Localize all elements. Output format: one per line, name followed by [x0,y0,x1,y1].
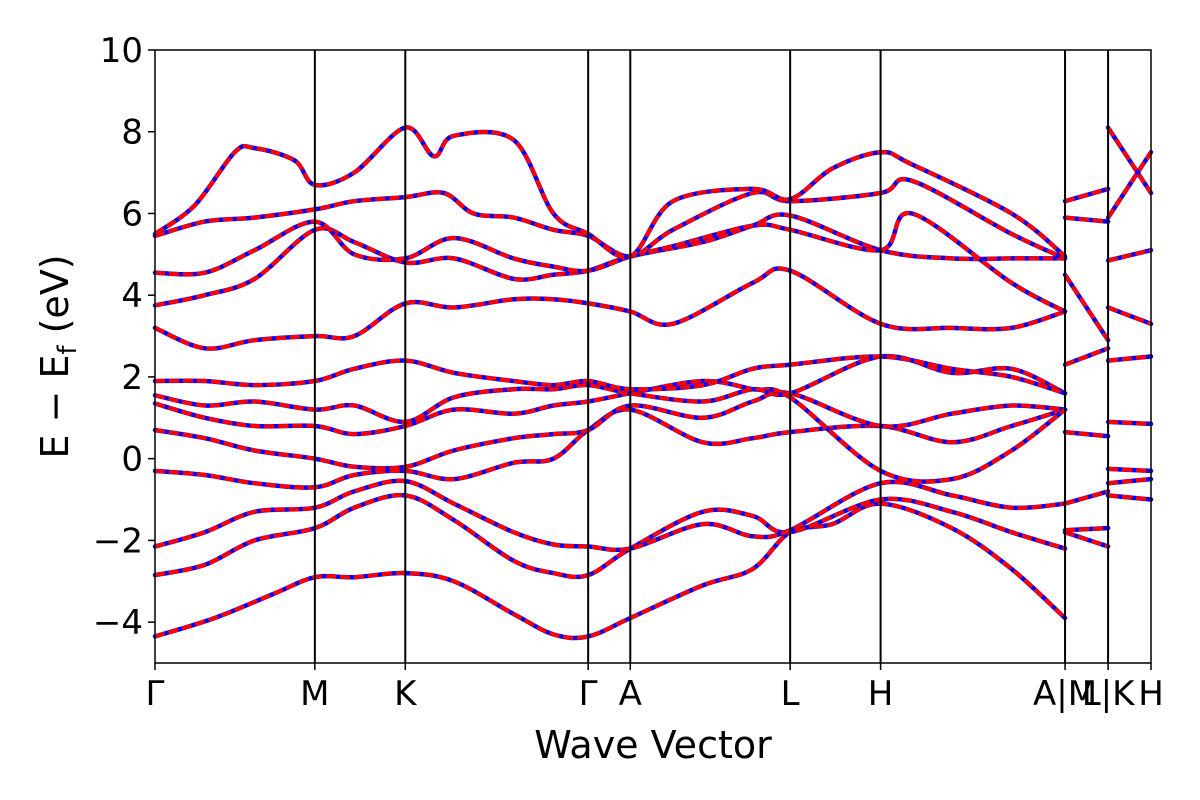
band-16 [1105,125,1154,196]
bands-layer [152,125,1154,641]
band-11-overlay [154,177,1066,261]
x-tick-label-1: M [300,674,329,714]
band-14-overlay [1064,215,1109,224]
band-8 [152,266,1068,351]
band-28-overlay [1064,530,1109,549]
y-axis-title-unit: (eV) [33,254,77,345]
y-tick-label-5: 6 [121,194,143,234]
band-10-overlay [154,211,1066,314]
x-tick-label-0: Γ [146,674,165,714]
band-22-overlay [1108,466,1152,473]
band-20-overlay [1107,354,1152,363]
band-24 [1105,493,1154,502]
band-23 [1105,476,1154,486]
band-13 [1062,186,1111,204]
y-axis-title-subscript: f [53,345,83,355]
band-0-overlay [154,501,1067,640]
band-21 [1105,419,1154,427]
band-4 [152,390,1068,471]
band-19 [1105,305,1154,327]
band-0-underlay [152,501,1068,641]
band-11 [152,176,1068,261]
band-20 [1105,354,1154,363]
k-point-lines [313,50,1110,663]
x-tick-label-2: K [394,674,418,714]
x-tick-label-8: L|K [1082,674,1136,714]
y-tick-label-1: −2 [93,521,143,561]
band-17-overlay [1106,151,1153,219]
band-5-overlay [154,378,1067,484]
band-10 [152,210,1068,314]
band-15 [1062,272,1111,343]
band-18 [1105,247,1154,263]
y-axis-title: E − Ef (eV) [33,254,83,458]
band-18-overlay [1107,248,1152,263]
band-19-overlay [1107,305,1152,326]
band-15-underlay [1062,272,1111,343]
band-0 [152,501,1068,641]
band-14 [1062,215,1111,224]
y-tick-label-4: 4 [121,276,143,316]
band-2-overlay [154,478,1066,552]
band-17 [1105,149,1154,220]
band-25 [1062,346,1111,367]
x-tick-label-7: A|M [1033,674,1097,714]
y-tick-label-2: 0 [121,440,143,480]
band-21-overlay [1108,419,1152,426]
y-tick-label-6: 8 [121,113,143,153]
y-axis-ticks: −4 −2 0 2 4 6 8 10 [93,31,155,643]
x-tick-label-4: A [619,674,642,714]
band-12-overlay [153,125,1067,260]
band-26-overlay [1064,430,1109,439]
band-4-underlay [152,390,1068,471]
x-tick-label-6: H [868,674,894,714]
y-tick-label-0: −4 [93,603,143,643]
band-28 [1062,529,1111,549]
band-23-overlay [1107,477,1152,486]
band-9 [152,212,1068,308]
band-16-overlay [1106,126,1153,195]
band-27 [1062,489,1111,506]
band-15-overlay [1063,273,1110,342]
band-27-overlay [1064,489,1109,506]
plot-frame [154,49,1152,664]
x-axis-title: Wave Vector [534,723,772,767]
x-axis-ticks: Γ M K Γ A L H A|ML|K H [146,663,1164,714]
band-13-overlay [1064,186,1109,204]
x-tick-label-5: L [781,674,800,714]
band-29-overlay [1064,526,1109,533]
band-12-underlay [152,125,1068,260]
band-26 [1062,429,1111,439]
band-5 [152,378,1068,484]
band-9-overlay [154,212,1065,308]
band-12 [152,125,1068,260]
y-axis-title-main: E − E [33,355,77,459]
band-24-overlay [1107,493,1152,502]
band-25-overlay [1064,346,1109,367]
x-tick-label-9: H [1138,674,1164,714]
x-tick-label-3: Γ [579,674,598,714]
y-tick-label-7: 10 [100,31,143,71]
band-29 [1062,525,1111,533]
y-tick-label-3: 2 [121,358,143,398]
band-22 [1105,466,1154,474]
band-7 [152,354,1068,396]
